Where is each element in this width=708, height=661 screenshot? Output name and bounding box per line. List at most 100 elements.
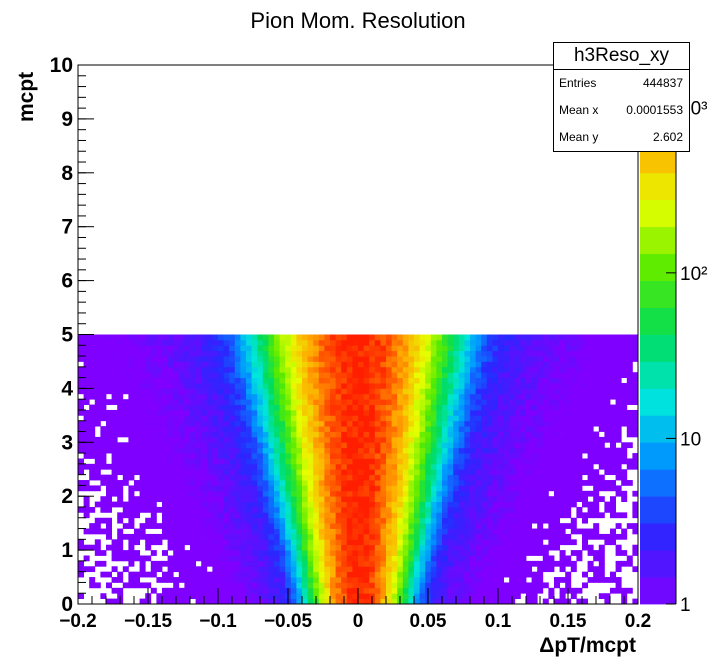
heatmap-bin xyxy=(246,383,252,389)
heatmap-bin xyxy=(313,415,320,422)
heatmap-bin xyxy=(498,577,504,583)
heatmap-bin xyxy=(498,506,504,513)
heatmap-bin xyxy=(503,453,510,459)
heatmap-bin xyxy=(279,393,286,400)
heatmap-bin xyxy=(246,345,252,352)
heatmap-bin xyxy=(436,528,443,535)
heatmap-bin xyxy=(178,566,185,573)
heatmap-bin xyxy=(246,544,252,551)
heatmap-bin xyxy=(492,409,499,416)
heatmap-bin xyxy=(251,458,258,465)
heatmap-bin xyxy=(134,383,140,389)
heatmap-bin xyxy=(391,512,398,519)
heatmap-bin xyxy=(100,496,107,502)
heatmap-bin xyxy=(190,571,196,578)
heatmap-bin xyxy=(397,480,404,486)
heatmap-bin xyxy=(173,566,180,573)
heatmap-bin xyxy=(386,366,392,373)
heatmap-bin xyxy=(352,528,359,535)
heatmap-bin xyxy=(352,523,359,529)
heatmap-bin xyxy=(570,366,577,373)
heatmap-bin xyxy=(330,490,336,497)
heatmap-bin xyxy=(430,469,437,476)
heatmap-bin xyxy=(526,453,532,459)
heatmap-bin xyxy=(302,420,308,427)
heatmap-bin xyxy=(251,490,258,497)
heatmap-bin xyxy=(313,350,320,357)
heatmap-bin xyxy=(285,453,292,459)
heatmap-bin xyxy=(425,404,432,411)
heatmap-bin xyxy=(436,420,443,427)
heatmap-bin xyxy=(587,436,594,443)
x-axis: −0.2 −0.15 −0.1 −0.05 0 0.05 0.1 0.15 0.2 xyxy=(59,588,651,632)
heatmap-bin xyxy=(139,469,146,476)
heatmap-bin xyxy=(369,458,376,465)
heatmap-bin xyxy=(246,388,252,395)
heatmap-bin xyxy=(206,377,213,384)
heatmap-bin xyxy=(268,442,275,449)
y-tick-label: 8 xyxy=(61,162,73,185)
heatmap-bin xyxy=(503,544,510,551)
heatmap-bin xyxy=(425,361,432,368)
heatmap-bin xyxy=(150,420,157,427)
heatmap-bin xyxy=(117,571,124,578)
heatmap-bin xyxy=(514,577,521,583)
heatmap-bin xyxy=(184,550,191,556)
heatmap-bin xyxy=(346,350,353,357)
heatmap-bin xyxy=(526,598,532,605)
heatmap-bin xyxy=(268,485,275,492)
heatmap-bin xyxy=(122,447,129,454)
heatmap-bin xyxy=(486,512,493,519)
heatmap-bin xyxy=(486,550,493,556)
heatmap-bin xyxy=(234,361,241,368)
heatmap-bin xyxy=(139,420,146,427)
heatmap-bin xyxy=(369,361,376,368)
heatmap-bin xyxy=(447,512,454,519)
heatmap-bin xyxy=(139,383,146,389)
heatmap-bin xyxy=(542,533,549,540)
heatmap-bin xyxy=(374,544,381,551)
heatmap-bin xyxy=(397,517,404,524)
heatmap-bin xyxy=(503,587,510,594)
heatmap-bin xyxy=(262,356,269,362)
heatmap-bin xyxy=(414,501,420,508)
heatmap-bin xyxy=(419,506,426,513)
heatmap-bin xyxy=(369,334,376,341)
heatmap-bin xyxy=(290,345,297,352)
heatmap-bin xyxy=(173,383,180,389)
heatmap-bin xyxy=(274,501,280,508)
heatmap-bin xyxy=(470,528,476,535)
heatmap-bin xyxy=(83,442,90,449)
heatmap-bin xyxy=(296,361,303,368)
heatmap-bin xyxy=(514,533,521,540)
heatmap-bin xyxy=(391,431,398,438)
heatmap-bin xyxy=(335,388,342,395)
heatmap-bin xyxy=(201,393,208,400)
heatmap-bin xyxy=(302,571,308,578)
heatmap-bin xyxy=(632,506,639,513)
heatmap-bin xyxy=(145,474,152,481)
heatmap-bin xyxy=(150,383,157,389)
heatmap-bin xyxy=(190,474,196,481)
heatmap-bin xyxy=(604,480,611,486)
heatmap-bin xyxy=(498,555,504,562)
heatmap-bin xyxy=(391,550,398,556)
heatmap-bin xyxy=(302,506,308,513)
heatmap-bin xyxy=(335,431,342,438)
heatmap-bin xyxy=(128,485,135,492)
heatmap-bin xyxy=(206,485,213,492)
heatmap-bin xyxy=(195,571,202,578)
heatmap-bin xyxy=(94,469,101,476)
heatmap-bin xyxy=(139,372,146,379)
heatmap-bin xyxy=(156,539,163,546)
heatmap-bin xyxy=(318,533,325,540)
heatmap-bin xyxy=(78,339,84,346)
heatmap-bin xyxy=(554,501,560,508)
heatmap-bin xyxy=(330,345,336,352)
heatmap-bin xyxy=(156,496,163,502)
heatmap-bin xyxy=(313,587,320,594)
heatmap-bin xyxy=(246,571,252,578)
heatmap-bin xyxy=(425,458,432,465)
heatmap-bin xyxy=(206,388,213,395)
heatmap-bin xyxy=(234,555,241,562)
